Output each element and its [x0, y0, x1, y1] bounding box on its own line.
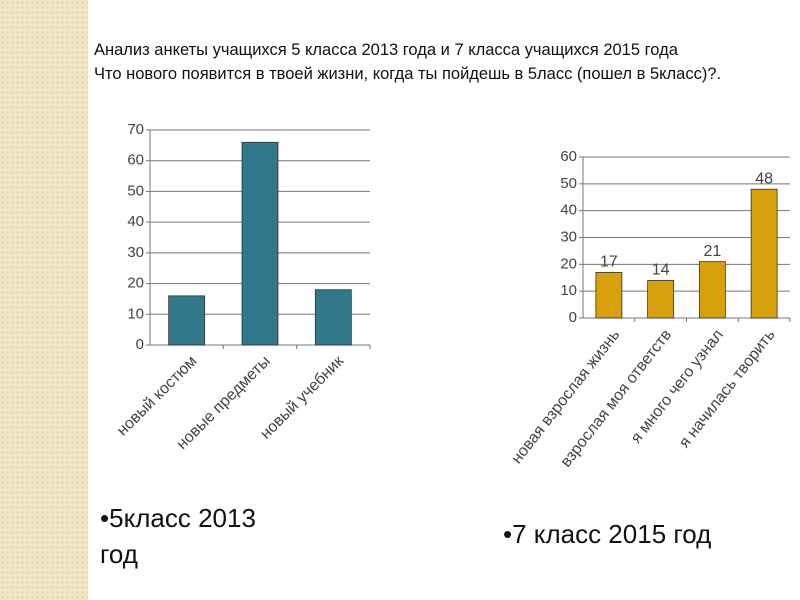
- y-tick-label: 30: [127, 244, 144, 261]
- data-label: 14: [652, 262, 670, 279]
- y-tick-label: 40: [127, 213, 144, 230]
- heading-line: Что нового появится в твоей жизни, когда…: [94, 65, 722, 83]
- y-tick-label: 50: [127, 182, 144, 199]
- data-label: 48: [755, 170, 773, 187]
- decor-strip: [0, 0, 88, 600]
- bar: [595, 271, 623, 319]
- bar: [750, 188, 778, 319]
- y-tick-label: 40: [560, 202, 577, 219]
- y-tick-label: 10: [127, 305, 144, 322]
- y-tick-label: 60: [127, 152, 144, 169]
- bar: [314, 289, 352, 346]
- bar: [698, 261, 726, 319]
- heading: Анализ анкеты учащихся 5 класса 2013 год…: [58, 38, 798, 86]
- heading-line: Анализ анкеты учащихся 5 класса 2013 год…: [94, 41, 678, 59]
- y-tick-label: 50: [560, 175, 577, 192]
- x-tick-label: я начилась творить: [676, 327, 779, 452]
- caption: •7 класс 2015 год: [503, 519, 712, 549]
- bar: [241, 141, 279, 346]
- y-tick-label: 0: [136, 336, 144, 353]
- data-label: 17: [600, 254, 618, 271]
- bar: [168, 295, 206, 346]
- y-tick-label: 60: [560, 148, 577, 165]
- bar: [647, 280, 675, 319]
- x-tick-label: я много чего узнал: [628, 327, 727, 447]
- y-tick-label: 70: [127, 121, 144, 138]
- caption: •5класс 2013 год: [100, 503, 256, 569]
- y-tick-label: 20: [560, 255, 577, 272]
- y-tick-label: 0: [569, 309, 577, 326]
- data-label: 21: [703, 243, 721, 260]
- y-tick-label: 30: [560, 228, 577, 245]
- y-tick-label: 10: [560, 282, 577, 299]
- y-tick-label: 20: [127, 275, 144, 292]
